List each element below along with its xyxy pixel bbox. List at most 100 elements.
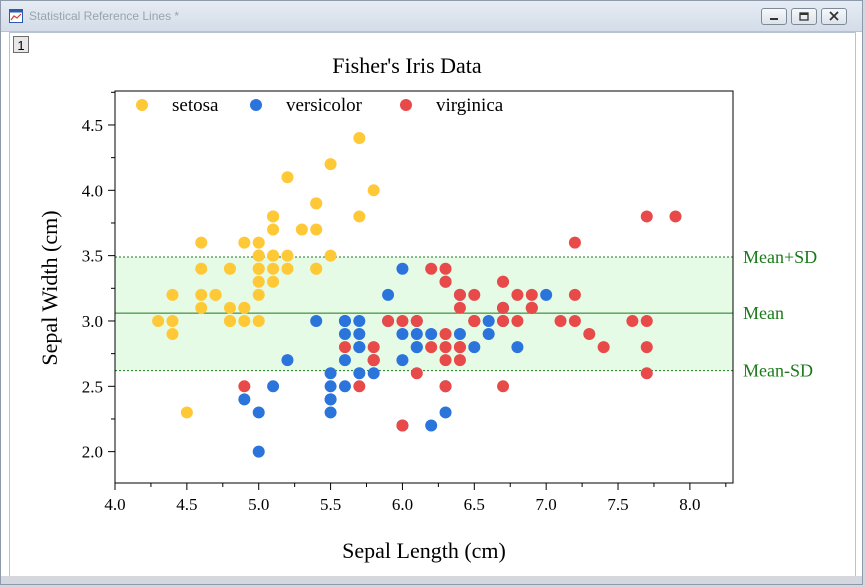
data-point-virginica	[367, 341, 380, 354]
data-point-virginica	[453, 288, 466, 301]
data-point-setosa	[281, 262, 294, 275]
y-tick-label: 4.5	[82, 116, 103, 135]
data-point-versicolor	[353, 328, 366, 341]
data-point-versicolor	[353, 314, 366, 327]
legend-marker-versicolor	[250, 99, 262, 111]
data-point-virginica	[511, 288, 524, 301]
data-point-versicolor	[338, 314, 351, 327]
data-point-setosa	[152, 314, 165, 327]
y-tick-label: 3.0	[82, 312, 103, 331]
data-point-virginica	[439, 380, 452, 393]
data-point-virginica	[568, 314, 581, 327]
data-point-setosa	[252, 275, 265, 288]
data-point-versicolor	[367, 367, 380, 380]
x-tick-label: 8.0	[679, 495, 700, 514]
data-point-setosa	[238, 236, 251, 249]
data-point-setosa	[324, 249, 337, 262]
data-point-setosa	[367, 184, 380, 197]
data-point-versicolor	[396, 328, 409, 341]
data-point-versicolor	[425, 419, 438, 432]
data-point-virginica	[439, 328, 452, 341]
x-tick-label: 4.5	[176, 495, 197, 514]
chart-title: Fisher's Iris Data	[332, 53, 482, 78]
data-point-virginica	[583, 328, 596, 341]
data-point-versicolor	[338, 354, 351, 367]
data-point-setosa	[353, 210, 366, 223]
y-tick-label: 2.0	[82, 443, 103, 462]
data-point-virginica	[396, 419, 409, 432]
data-point-setosa	[267, 210, 280, 223]
reference-label-mean: Mean	[743, 303, 784, 323]
data-point-versicolor	[238, 393, 251, 406]
data-point-setosa	[324, 158, 337, 171]
data-point-setosa	[295, 223, 308, 236]
x-tick-label: 5.0	[248, 495, 269, 514]
data-point-virginica	[353, 380, 366, 393]
data-point-virginica	[425, 262, 438, 275]
data-point-versicolor	[281, 354, 294, 367]
data-point-setosa	[195, 236, 208, 249]
data-point-versicolor	[439, 406, 452, 419]
restore-button[interactable]	[791, 8, 817, 25]
data-point-versicolor	[353, 341, 366, 354]
scatter-chart: Mean+SD Mean Mean-SD 4.0 4.5 5.0 5.5 6.0 6.5 7.0…	[37, 53, 817, 563]
data-point-setosa	[223, 314, 236, 327]
data-point-versicolor	[324, 367, 337, 380]
data-point-setosa	[223, 301, 236, 314]
data-point-virginica	[640, 367, 653, 380]
x-tick-label: 6.5	[464, 495, 485, 514]
data-point-virginica	[338, 341, 351, 354]
title-bar[interactable]: Statistical Reference Lines *	[1, 1, 862, 32]
graph-window-icon	[9, 9, 23, 23]
x-tick-label: 7.0	[536, 495, 557, 514]
data-point-setosa	[310, 197, 323, 210]
data-point-virginica	[669, 210, 682, 223]
data-point-setosa	[166, 328, 179, 341]
data-point-virginica	[568, 236, 581, 249]
data-point-versicolor	[410, 341, 423, 354]
layer-tab[interactable]: 1	[13, 36, 29, 53]
data-point-versicolor	[453, 328, 466, 341]
data-point-versicolor	[511, 341, 524, 354]
data-point-setosa	[166, 288, 179, 301]
data-point-setosa	[252, 262, 265, 275]
data-point-setosa	[353, 132, 366, 145]
data-point-versicolor	[410, 328, 423, 341]
legend-label-setosa: setosa	[172, 95, 219, 116]
data-point-virginica	[367, 354, 380, 367]
minimize-button[interactable]	[761, 8, 787, 25]
legend-marker-setosa	[136, 99, 148, 111]
plot-frame	[114, 90, 734, 484]
data-point-virginica	[511, 314, 524, 327]
data-point-versicolor	[324, 380, 337, 393]
data-point-virginica	[597, 341, 610, 354]
window-title: Statistical Reference Lines *	[29, 9, 180, 23]
window-bottom-border	[1, 576, 862, 584]
data-point-virginica	[497, 301, 510, 314]
data-point-versicolor	[338, 328, 351, 341]
data-point-virginica	[410, 367, 423, 380]
graph-page: 1 Mean+SD Mean Mean-SD 4.0 4.5 5.0 5.5 6.0 6.5 7…	[9, 32, 856, 578]
data-point-setosa	[310, 223, 323, 236]
restore-icon	[799, 12, 809, 21]
close-button[interactable]	[821, 8, 847, 25]
data-point-virginica	[453, 341, 466, 354]
x-tick-label: 7.5	[607, 495, 628, 514]
data-point-virginica	[382, 314, 395, 327]
data-point-virginica	[568, 288, 581, 301]
data-point-virginica	[468, 288, 481, 301]
data-point-setosa	[209, 288, 222, 301]
data-point-virginica	[640, 210, 653, 223]
data-point-versicolor	[425, 328, 438, 341]
close-icon	[829, 11, 839, 21]
data-point-virginica	[410, 314, 423, 327]
y-tick-label: 3.5	[82, 247, 103, 266]
data-point-versicolor	[252, 445, 265, 458]
data-point-virginica	[626, 314, 639, 327]
data-point-setosa	[267, 275, 280, 288]
data-point-setosa	[252, 288, 265, 301]
data-point-setosa	[281, 249, 294, 262]
data-point-versicolor	[338, 380, 351, 393]
x-tick-label: 6.0	[392, 495, 413, 514]
